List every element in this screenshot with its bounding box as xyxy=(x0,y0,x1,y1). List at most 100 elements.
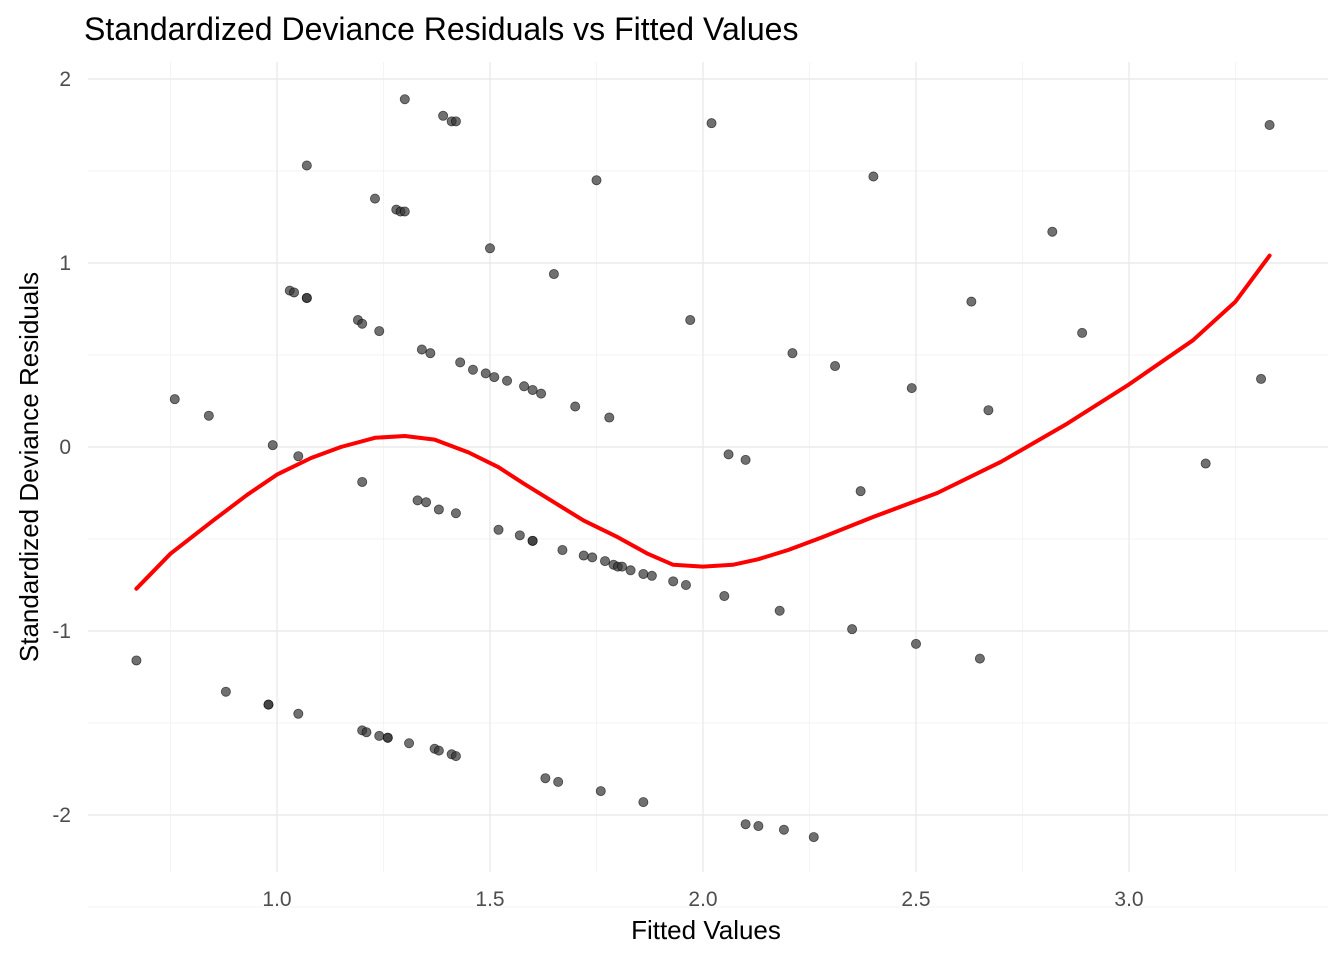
data-point xyxy=(570,401,581,412)
x-tick-label: 3.0 xyxy=(1114,888,1143,911)
scatter-points xyxy=(131,94,1275,843)
data-point xyxy=(646,570,657,581)
data-point xyxy=(433,504,444,515)
data-point xyxy=(983,405,994,416)
x-tick-label: 1.0 xyxy=(262,888,291,911)
x-tick-label: 2.5 xyxy=(901,888,930,911)
data-point xyxy=(553,776,564,787)
data-point xyxy=(855,486,866,497)
data-point xyxy=(169,394,180,405)
data-point xyxy=(680,580,691,591)
y-tick-label: 0 xyxy=(59,436,71,459)
data-point xyxy=(638,568,649,579)
data-point xyxy=(289,287,300,298)
data-point xyxy=(412,495,423,506)
data-point xyxy=(382,732,393,743)
y-tick-label: -1 xyxy=(52,620,71,643)
data-point xyxy=(374,326,385,337)
data-point xyxy=(421,497,432,508)
data-point xyxy=(131,655,142,666)
x-tick-label: 1.5 xyxy=(475,888,504,911)
data-point xyxy=(493,524,504,535)
data-point xyxy=(467,364,478,375)
data-point xyxy=(450,508,461,519)
data-point xyxy=(617,561,628,572)
data-point xyxy=(974,653,985,664)
data-point xyxy=(489,372,500,383)
data-point xyxy=(357,318,368,329)
data-point xyxy=(293,708,304,719)
data-point xyxy=(455,357,466,368)
data-point xyxy=(719,591,730,602)
data-point xyxy=(778,824,789,835)
smooth-line xyxy=(134,253,1272,591)
data-point xyxy=(753,821,764,832)
data-point xyxy=(668,576,679,587)
data-point xyxy=(966,296,977,307)
data-point xyxy=(1077,327,1088,338)
data-point xyxy=(578,550,589,561)
data-point xyxy=(911,638,922,649)
minor-gridlines xyxy=(88,62,1328,908)
data-point xyxy=(706,118,717,129)
data-point xyxy=(450,751,461,762)
data-point xyxy=(425,348,436,359)
data-point xyxy=(600,556,611,567)
data-point xyxy=(625,565,636,576)
data-point xyxy=(591,175,602,186)
x-tick-label: 2.0 xyxy=(688,888,717,911)
data-point xyxy=(399,94,410,105)
data-point xyxy=(868,171,879,182)
y-tick-labels: -2 -1 0 1 2 xyxy=(52,68,71,827)
data-point xyxy=(514,530,525,541)
data-point xyxy=(369,193,380,204)
x-tick-labels: 1.0 1.5 2.0 2.5 3.0 xyxy=(262,888,1143,911)
data-point xyxy=(480,368,491,379)
data-point xyxy=(723,449,734,460)
data-point xyxy=(361,727,372,738)
data-point xyxy=(1256,373,1267,384)
chart-title: Standardized Deviance Residuals vs Fitte… xyxy=(84,11,798,47)
data-point xyxy=(740,819,751,830)
data-point xyxy=(519,381,530,392)
y-tick-label: 2 xyxy=(59,68,71,91)
data-point xyxy=(774,605,785,616)
y-tick-label: -2 xyxy=(52,804,71,827)
data-point xyxy=(438,110,449,121)
data-point xyxy=(399,206,410,217)
data-point xyxy=(263,699,274,710)
data-point xyxy=(433,745,444,756)
data-point xyxy=(540,773,551,784)
data-point xyxy=(450,116,461,127)
smooth-line-group xyxy=(134,253,1272,591)
data-point xyxy=(301,292,312,303)
data-point xyxy=(548,269,559,280)
data-point xyxy=(638,797,649,808)
data-point xyxy=(595,786,606,797)
data-point xyxy=(357,476,368,487)
y-tick-label: 1 xyxy=(59,252,71,275)
data-point xyxy=(685,315,696,326)
data-point xyxy=(404,738,415,749)
data-point xyxy=(502,375,513,386)
data-point xyxy=(220,686,231,697)
data-point xyxy=(1047,226,1058,237)
data-point xyxy=(740,454,751,465)
data-point xyxy=(527,535,538,546)
data-point xyxy=(293,451,304,462)
data-point xyxy=(557,545,568,556)
data-point xyxy=(787,348,798,359)
data-point xyxy=(847,624,858,635)
data-point xyxy=(484,243,495,254)
data-point xyxy=(527,384,538,395)
data-point xyxy=(587,552,598,563)
data-point xyxy=(374,730,385,741)
data-point xyxy=(203,410,214,421)
data-point xyxy=(416,344,427,355)
data-point xyxy=(301,160,312,171)
x-axis-title: Fitted Values xyxy=(631,915,781,945)
data-point xyxy=(830,361,841,372)
data-point xyxy=(267,440,278,451)
data-point xyxy=(604,412,615,423)
